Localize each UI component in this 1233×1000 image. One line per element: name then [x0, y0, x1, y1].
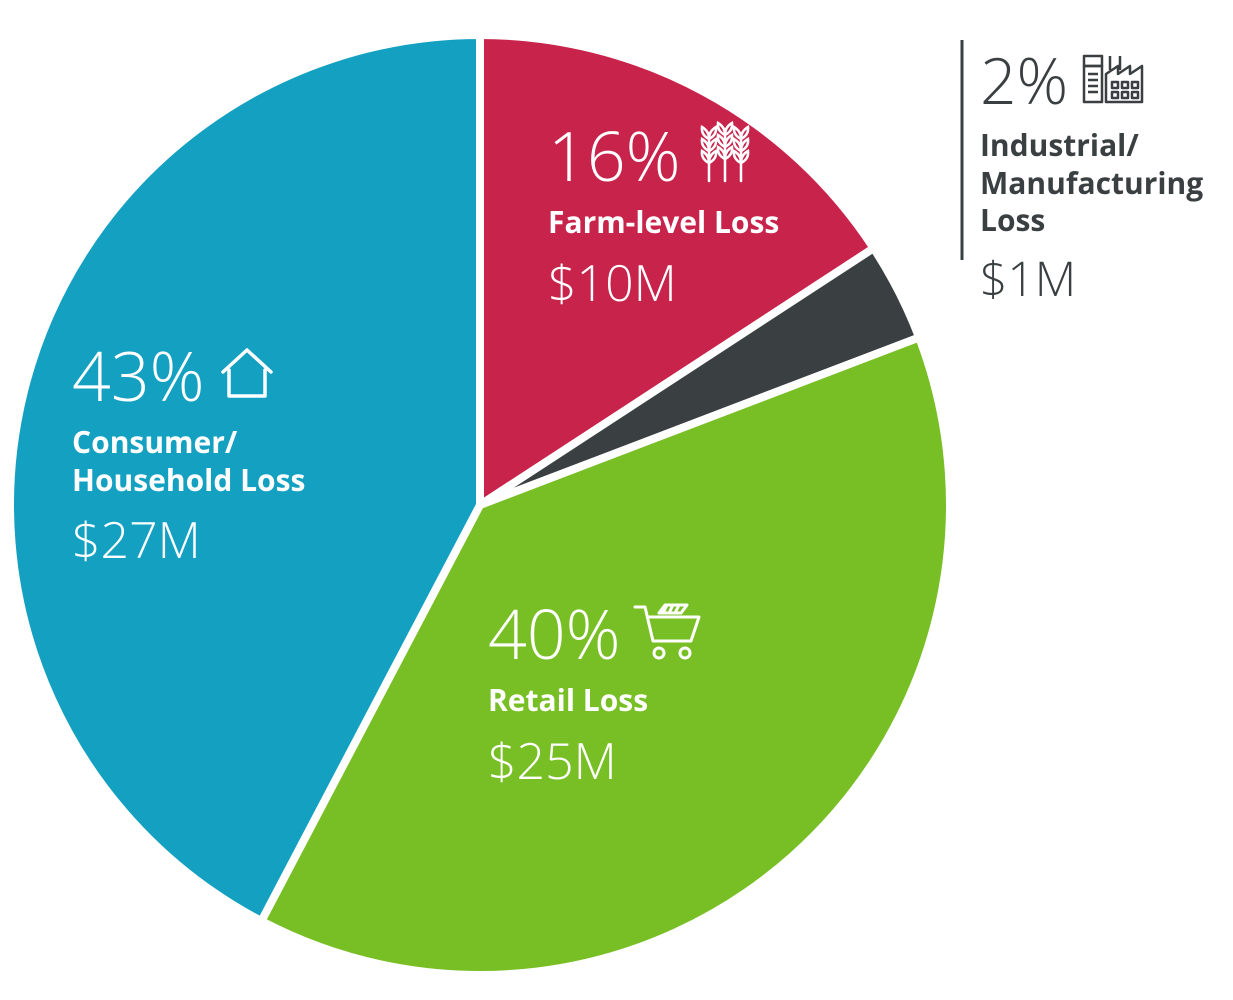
cart-icon	[633, 601, 705, 665]
slice-name: Industrial/ManufacturingLoss	[980, 126, 1203, 239]
slice-amount: $10M	[548, 251, 779, 314]
slice-label-consumer: 43% Consumer/Household Loss $27M	[72, 332, 305, 571]
slice-percent: 2%	[980, 40, 1068, 120]
slice-label-retail: 40% Retail Loss $25M	[488, 590, 705, 791]
house-icon	[217, 346, 277, 404]
slice-label-industrial: 2% Industrial/ManufacturingLoss $1M	[980, 40, 1203, 309]
wheat-icon	[693, 121, 757, 189]
slice-amount: $27M	[72, 508, 305, 571]
slice-amount: $1M	[980, 249, 1203, 309]
slice-amount: $25M	[488, 729, 705, 792]
slice-percent: 40%	[488, 590, 621, 675]
slice-percent: 16%	[548, 112, 681, 197]
factory-icon	[1080, 50, 1152, 110]
slice-percent: 43%	[72, 332, 205, 417]
slice-name: Farm-level Loss	[548, 203, 779, 241]
loss-pie-chart: 16% Farm-level Loss $10M 2%	[0, 0, 1233, 1000]
slice-name: Consumer/Household Loss	[72, 423, 305, 498]
slice-name: Retail Loss	[488, 681, 705, 719]
slice-label-farm: 16% Farm-level Loss $10M	[548, 112, 779, 313]
